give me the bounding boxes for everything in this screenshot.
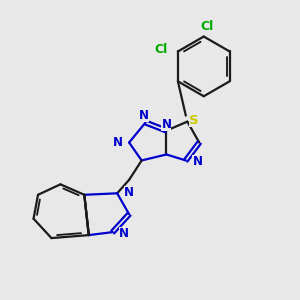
Text: N: N: [124, 186, 134, 199]
Text: N: N: [139, 110, 149, 122]
Text: N: N: [161, 118, 171, 130]
Text: Cl: Cl: [154, 44, 167, 56]
Text: Cl: Cl: [200, 20, 213, 34]
Text: N: N: [119, 227, 129, 240]
Text: S: S: [189, 114, 199, 127]
Text: N: N: [192, 154, 203, 167]
Text: N: N: [112, 136, 122, 149]
